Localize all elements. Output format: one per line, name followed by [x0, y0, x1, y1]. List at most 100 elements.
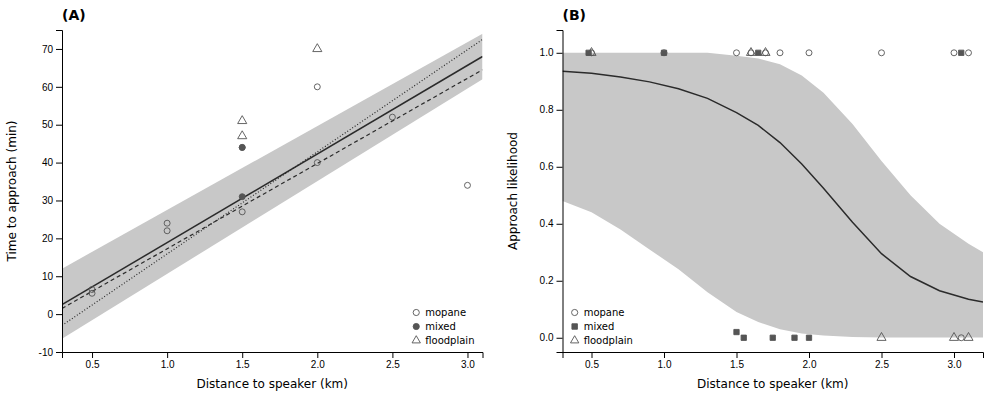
tick-label: 0.0 [540, 332, 554, 343]
x-axis: 0.51.01.52.02.53.0 [63, 352, 484, 370]
point [164, 220, 170, 226]
tick-label: 0.2 [540, 275, 554, 286]
point [879, 50, 885, 56]
point [238, 116, 247, 124]
point [164, 228, 170, 234]
tick: 2.5 [386, 352, 400, 370]
point [951, 50, 957, 56]
legend-label: mopane [584, 307, 625, 318]
tick-mark [56, 238, 62, 239]
tick-label: 3.0 [948, 359, 962, 370]
point [958, 335, 964, 341]
legend-symbol [572, 309, 578, 315]
tick: 3.0 [461, 352, 475, 370]
tick-label: 1.5 [236, 359, 250, 370]
tick-label: 30 [42, 195, 54, 206]
y-axis: -10010203040506070 [39, 31, 63, 358]
point [949, 332, 958, 340]
tick-label: 3.0 [461, 359, 475, 370]
point [239, 144, 245, 150]
tick: 0.2 [540, 275, 563, 286]
tick-mark [954, 352, 955, 358]
tick: 3.0 [948, 352, 962, 370]
tick: 60 [42, 82, 62, 93]
legend-label: mopane [425, 307, 466, 318]
tick-mark [557, 338, 563, 339]
tick-label: 0 [47, 309, 53, 320]
tick-mark [809, 352, 810, 358]
tick-label: 70 [42, 44, 54, 55]
chart: 0.51.01.52.02.53.0-10010203040506070Dist… [0, 0, 1001, 396]
tick: 70 [42, 44, 62, 55]
tick-mark [56, 49, 62, 50]
tick: 0.0 [540, 332, 563, 343]
point [661, 50, 666, 55]
point [959, 50, 964, 55]
point [877, 332, 886, 340]
tick: 20 [42, 233, 62, 244]
point [741, 335, 746, 340]
legend-label: floodplain [584, 335, 633, 346]
tick: 1.5 [730, 352, 744, 370]
tick: 0.8 [540, 104, 563, 115]
point [792, 335, 797, 340]
tick-label: 0.6 [540, 161, 554, 172]
tick-label: 0.8 [540, 104, 554, 115]
tick-label: 0.4 [540, 218, 554, 229]
tick-mark [664, 352, 665, 358]
legend-label: mixed [584, 321, 615, 332]
axis-line [557, 31, 564, 353]
legend-entry: mopane [572, 307, 625, 318]
point [761, 48, 770, 56]
point [314, 160, 320, 166]
tick-mark [56, 163, 62, 164]
tick-mark [242, 352, 243, 358]
point [389, 114, 395, 120]
legend-entry: mixed [413, 321, 456, 332]
tick: 50 [42, 119, 62, 130]
legend-entry: mopane [413, 307, 466, 318]
tick-mark [467, 352, 468, 358]
legend-symbol [413, 323, 419, 329]
tick-label: 10 [42, 271, 54, 282]
point [806, 335, 811, 340]
point [777, 50, 783, 56]
tick-label: -10 [39, 347, 54, 358]
legend-label: floodplain [425, 335, 474, 346]
tick-mark [317, 352, 318, 358]
tick: 0.6 [540, 161, 563, 172]
legend: mopane mixed floodplain [571, 307, 633, 346]
legend-symbol [572, 324, 577, 329]
confidence-band [62, 34, 483, 339]
point [238, 131, 247, 139]
tick-label: 1.0 [658, 359, 672, 370]
point [770, 335, 775, 340]
tick: 10 [42, 271, 62, 282]
tick: 1.0 [540, 47, 563, 58]
tick-label: 20 [42, 233, 54, 244]
point [806, 50, 812, 56]
title: (B) [563, 7, 586, 23]
tick-mark [557, 53, 563, 54]
y-axis: 0.0 0.2 0.4 0.6 0.8 1.0 [540, 31, 563, 353]
y-axis-title: Approach likelihood [506, 132, 520, 250]
point [734, 329, 739, 334]
legend-label: mixed [425, 321, 456, 332]
line [563, 71, 984, 302]
tick-label: 60 [42, 82, 54, 93]
point [239, 194, 245, 200]
point [661, 50, 667, 56]
tick: -10 [39, 347, 62, 358]
tick-label: 1.0 [540, 47, 554, 58]
tick: 1.0 [161, 352, 175, 370]
tick: 30 [42, 195, 62, 206]
y-axis-title: Time to approach (min) [5, 120, 19, 262]
x-axis-title: Distance to speaker (km) [697, 377, 848, 391]
plot-area [563, 48, 984, 341]
tick-mark [56, 314, 62, 315]
title: (A) [62, 7, 86, 23]
tick-label: 0.5 [585, 359, 599, 370]
tick-mark [557, 224, 563, 225]
tick-mark [557, 110, 563, 111]
tick-mark [56, 125, 62, 126]
